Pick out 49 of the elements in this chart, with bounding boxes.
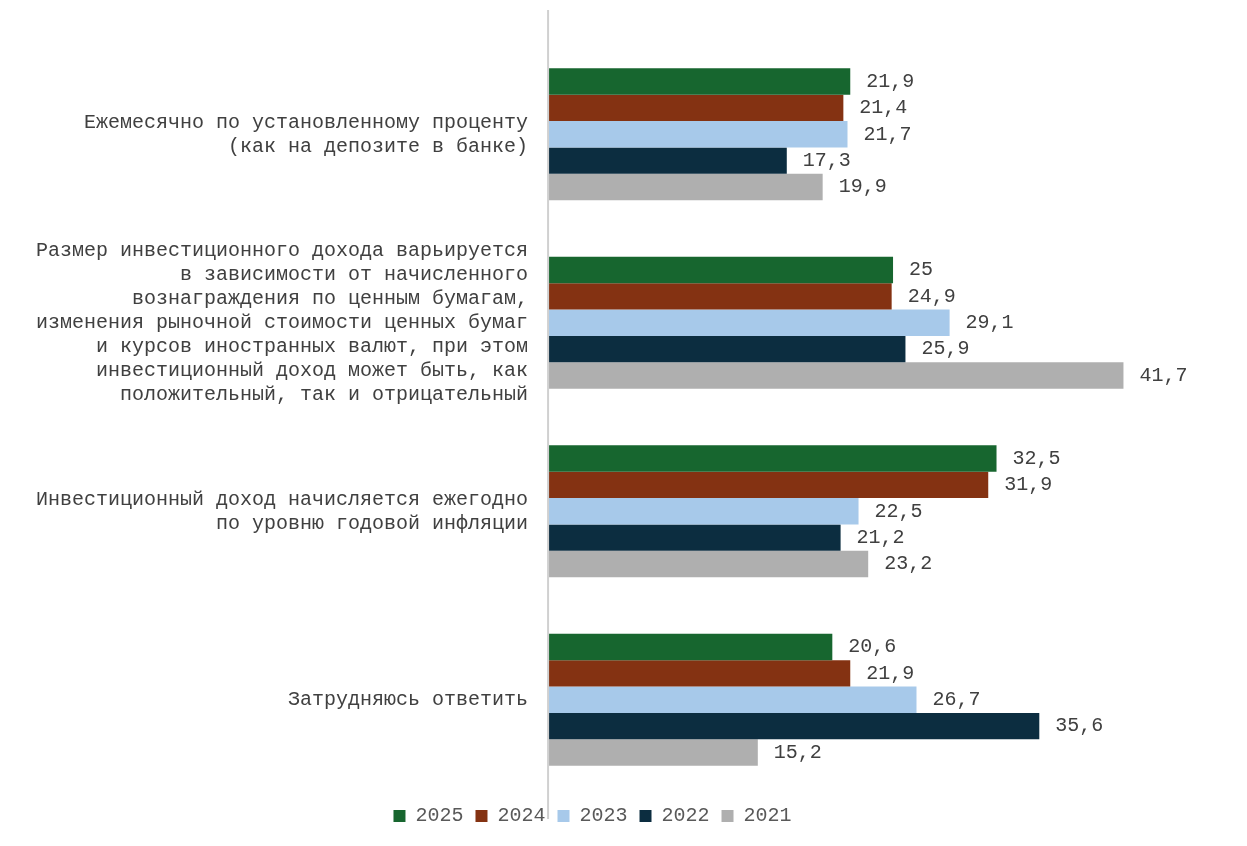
y-tick-label: Затрудняюсь ответить (288, 688, 529, 712)
legend-label: 2021 (743, 804, 792, 828)
bar (548, 147, 787, 174)
legend-label: 2025 (415, 804, 464, 828)
bar (548, 283, 892, 310)
legend-label: 2023 (579, 804, 628, 828)
data-label: 26,7 (932, 688, 981, 712)
bar (548, 309, 950, 336)
data-label: 22,5 (874, 499, 923, 523)
data-label: 15,2 (773, 740, 822, 764)
y-tick-label: Размер инвестиционного дохода варьируется в зависимости от начисленного вознаграждения по ценным бумагам, изменения рыночной стоимости ценных бумаг и курсов иностранных валют, при этом инвестиционный доход может быть, как положительный, так и отрицательный (35, 239, 529, 407)
data-label: 21,9 (866, 661, 915, 685)
y-tick-label: Инвестиционный доход начисляется ежегодно по уровню годовой инфляции (35, 487, 529, 535)
bar (548, 94, 844, 122)
bar (548, 68, 851, 95)
bar (548, 633, 833, 661)
data-label: 17,3 (802, 148, 851, 172)
data-label: 24,9 (907, 284, 956, 308)
data-label: 20,6 (848, 635, 897, 659)
bar (548, 362, 1124, 389)
legend-label: 2024 (497, 804, 546, 828)
data-label: 23,2 (884, 552, 933, 576)
bar (548, 335, 906, 363)
data-label: 25 (909, 258, 934, 282)
bar (548, 121, 848, 148)
bar (548, 712, 1040, 740)
bar (548, 498, 859, 525)
bar (548, 660, 851, 687)
data-label: 29,1 (965, 311, 1014, 335)
legend-label: 2022 (661, 804, 710, 828)
data-label: 25,9 (921, 337, 970, 361)
bar (548, 524, 841, 551)
data-label: 19,9 (838, 175, 887, 199)
data-label: 32,5 (1012, 446, 1061, 470)
data-label: 21,4 (859, 96, 908, 120)
y-tick-label: Ежемесячно по установленному проценту (как на депозите в банке) (84, 110, 529, 158)
bar (548, 471, 989, 499)
data-label: 35,6 (1055, 714, 1104, 738)
data-label: 21,9 (866, 69, 915, 93)
bar (548, 550, 869, 578)
bar (548, 739, 758, 766)
bar (548, 256, 894, 284)
data-label: 31,9 (1004, 473, 1053, 497)
data-label: 41,7 (1139, 363, 1188, 387)
data-label: 21,7 (863, 122, 912, 146)
bar (548, 173, 823, 201)
bar (548, 445, 997, 472)
bar (548, 686, 917, 713)
data-label: 21,2 (856, 525, 905, 549)
